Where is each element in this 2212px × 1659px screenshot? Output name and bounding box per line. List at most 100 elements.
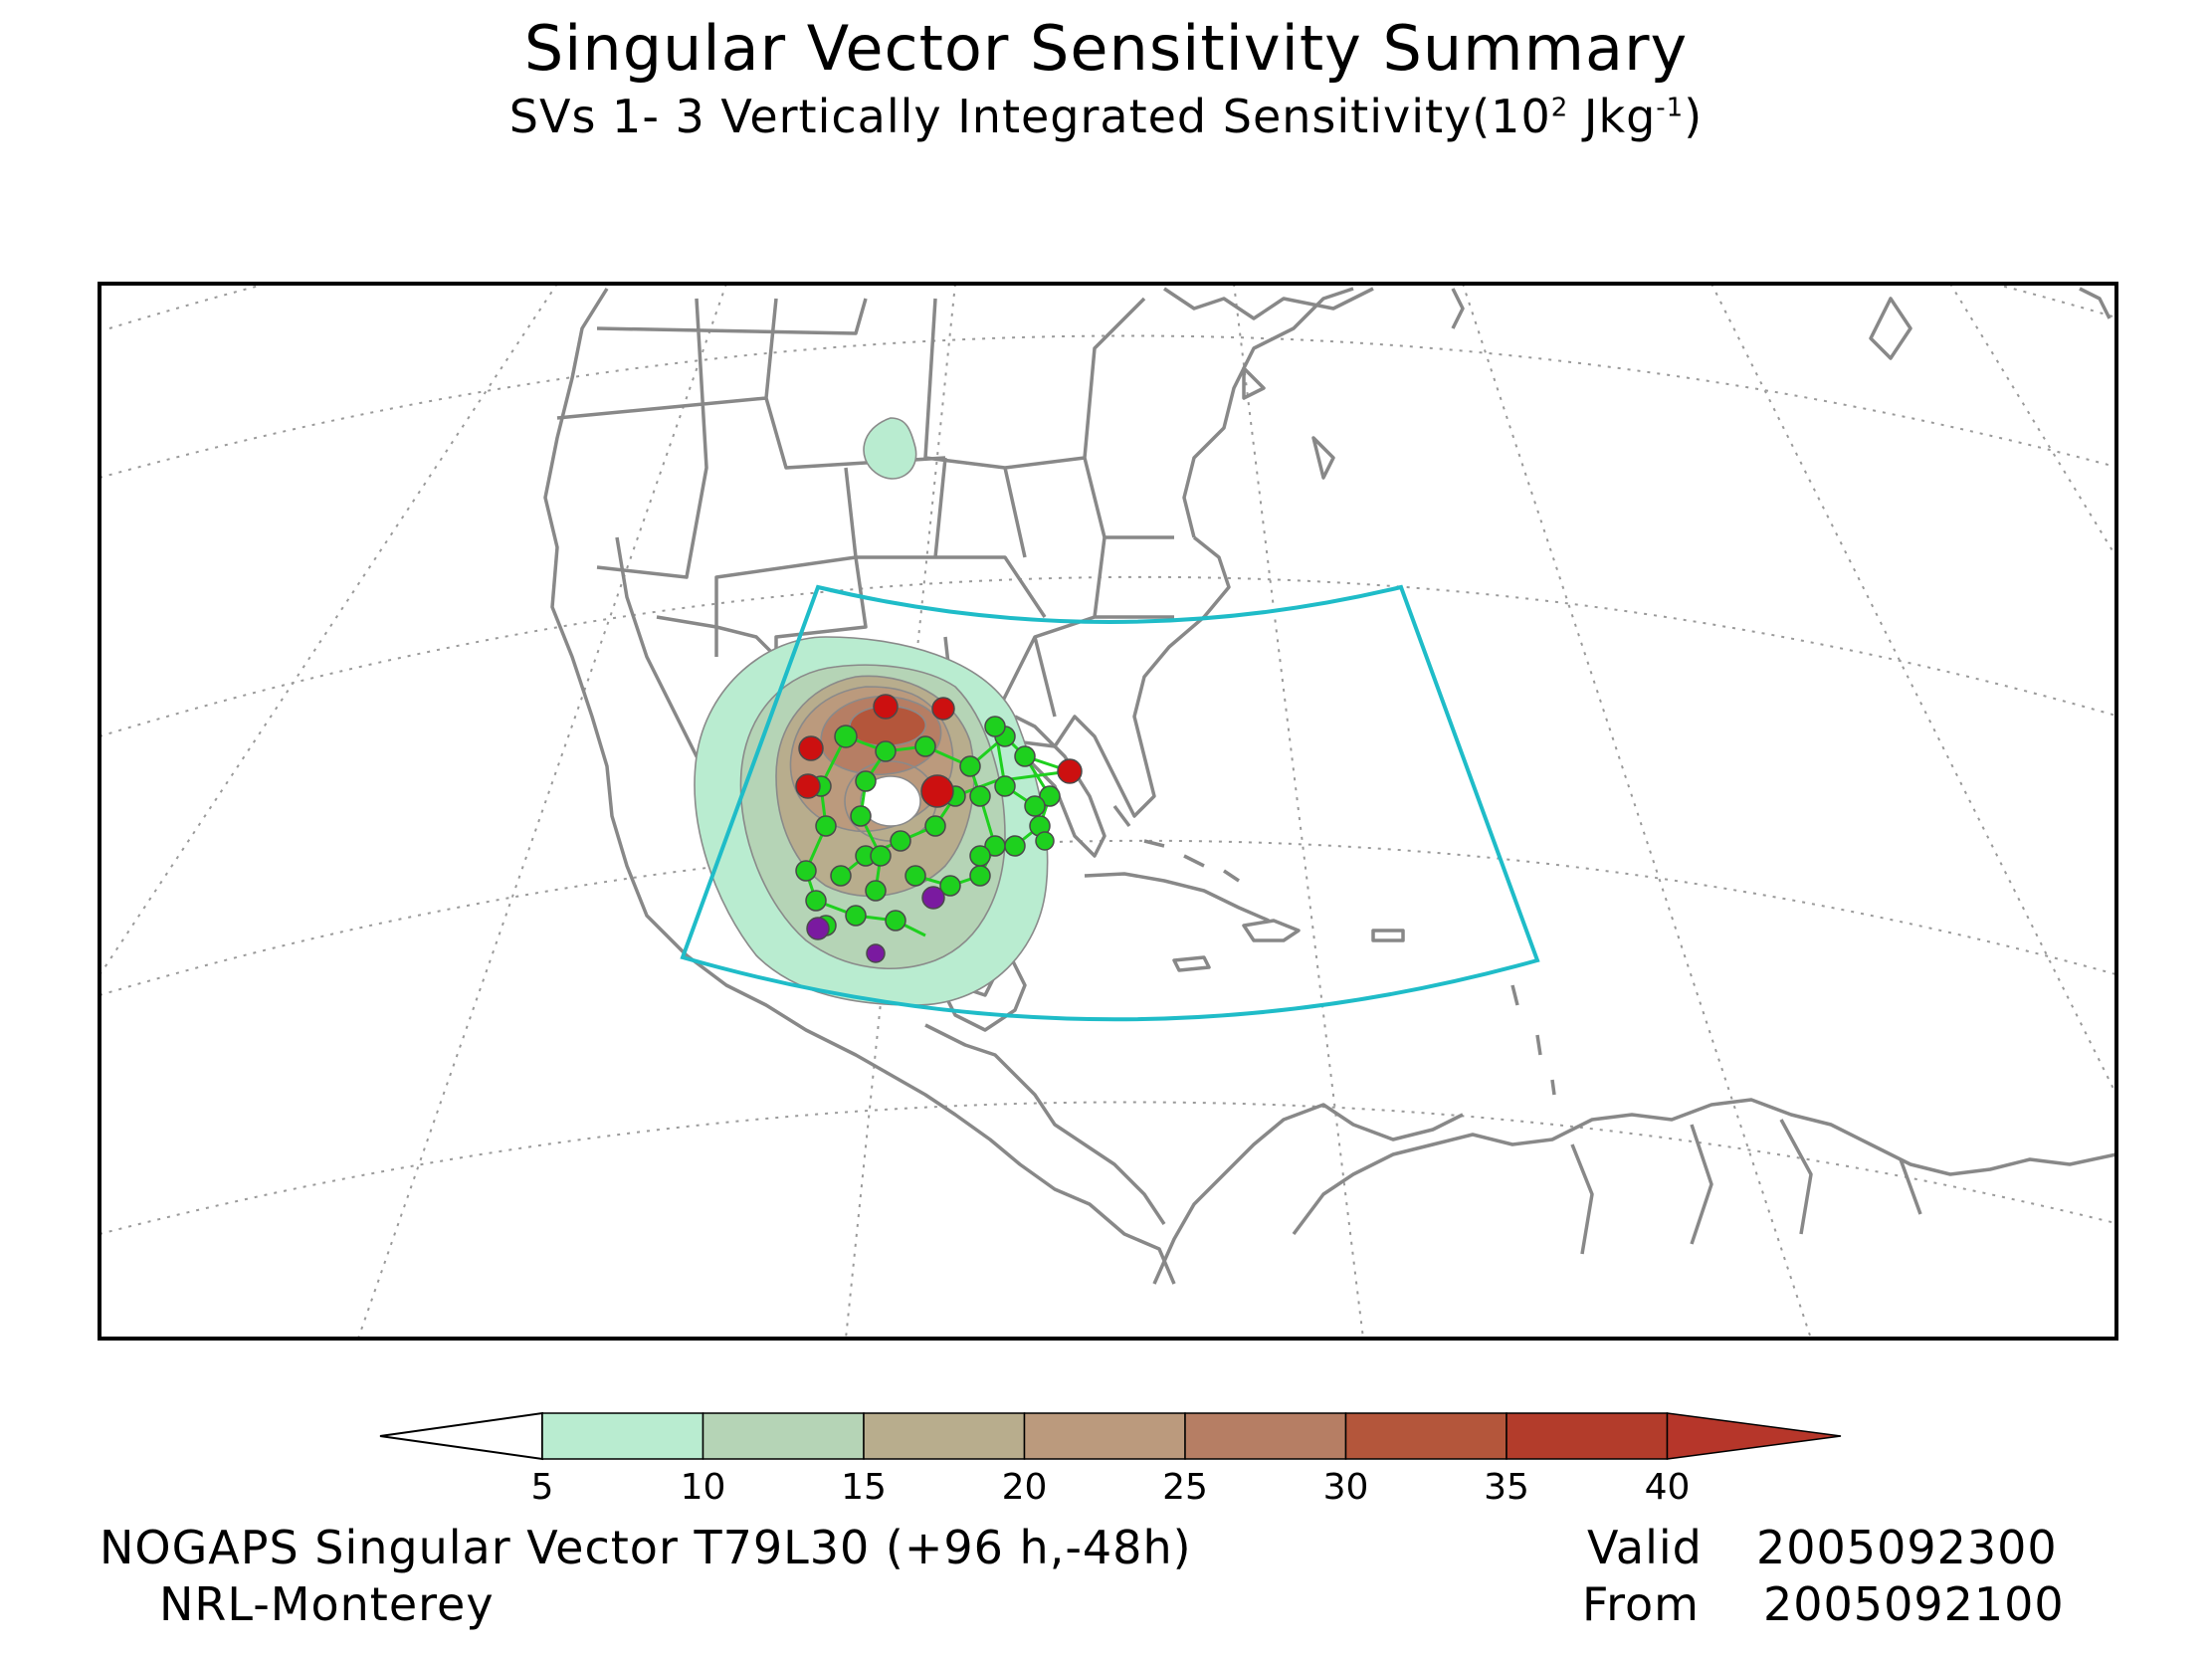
green-sv-marker <box>890 830 911 852</box>
graticule-longitude <box>1462 284 1812 1339</box>
coastline-north-america-west <box>543 288 1176 1285</box>
green-sv-marker <box>865 880 887 902</box>
green-sv-marker <box>969 865 991 887</box>
colorbar-tick-label: 30 <box>1323 1467 1369 1508</box>
green-sv-marker <box>994 775 1016 797</box>
green-sv-marker <box>959 755 981 777</box>
valid-label: Valid <box>1587 1521 1703 1574</box>
red-sv-marker <box>795 773 821 799</box>
red-sv-marker <box>1057 758 1083 784</box>
subtitle-unit: Jkg <box>1568 90 1657 143</box>
green-sv-marker <box>1039 785 1061 807</box>
colorbar-lower-arrow <box>379 1411 543 1461</box>
green-sv-marker <box>969 785 991 807</box>
green-sv-marker <box>875 740 897 762</box>
green-sv-marker <box>1004 835 1026 857</box>
hispaniola <box>1242 919 1301 942</box>
colorbar-tick-label: 35 <box>1484 1467 1529 1508</box>
green-sv-marker <box>885 910 906 932</box>
green-sv-marker <box>834 725 858 748</box>
green-sv-marker <box>1024 795 1046 817</box>
colorbar-tick-label: 15 <box>841 1467 887 1508</box>
purple-sv-marker <box>866 943 886 963</box>
colorbar-segment <box>1023 1412 1186 1460</box>
green-sv-marker <box>855 770 877 792</box>
colorbar-tick-label: 40 <box>1645 1467 1691 1508</box>
green-sv-marker <box>1035 831 1055 851</box>
central-america <box>924 1023 1166 1225</box>
green-sv-marker <box>969 845 991 867</box>
purple-sv-marker <box>806 917 830 940</box>
green-sv-marker <box>870 845 892 867</box>
sv-markers <box>795 694 1083 963</box>
graticule-longitude <box>1710 284 2116 1096</box>
colorbar-segment <box>863 1412 1026 1460</box>
canada-islands <box>1242 288 1912 480</box>
red-sv-marker <box>873 694 899 720</box>
florida <box>994 715 1106 858</box>
graticule-longitude <box>357 284 727 1339</box>
from-label: From <box>1582 1577 1700 1631</box>
figure-title: Singular Vector Sensitivity Summary <box>523 12 1689 85</box>
map-body <box>100 100 2139 1339</box>
colorbar-segment <box>541 1412 704 1460</box>
map-frame <box>98 282 2118 1341</box>
us-state-borders <box>556 297 1174 727</box>
green-sv-marker <box>805 890 827 912</box>
sensitivity-contour-30 <box>849 705 926 747</box>
graticule-latitude <box>100 575 2116 737</box>
colorbar-tick-label: 25 <box>1162 1467 1208 1508</box>
graticule-latitude <box>108 284 2116 329</box>
green-sv-marker <box>795 860 817 882</box>
bahamas <box>1112 804 1240 883</box>
puerto-rico <box>1371 929 1405 942</box>
organization-label: NRL-Monterey <box>159 1577 495 1631</box>
green-sv-marker <box>830 865 852 887</box>
green-sv-marker <box>850 805 872 827</box>
green-sv-marker <box>914 735 936 757</box>
lesser-antilles <box>1510 984 1556 1096</box>
jamaica <box>1172 955 1211 972</box>
target-region-box <box>680 584 1540 1022</box>
coastline-east <box>1182 287 1354 538</box>
graticule-latitude <box>100 839 2116 996</box>
red-sv-marker <box>920 774 954 808</box>
graticule-longitude <box>100 284 558 976</box>
purple-sv-marker <box>921 886 945 910</box>
valid-date: 2005092300 <box>1756 1521 2058 1574</box>
colorbar-upper-arrow <box>1666 1412 1842 1460</box>
graticule-latitude <box>149 100 2139 249</box>
south-america-borders <box>1570 1119 1922 1255</box>
from-date: 2005092100 <box>1763 1577 2065 1631</box>
subtitle-close: ) <box>1684 90 1704 143</box>
green-sv-marker <box>984 716 1006 737</box>
subtitle-text: SVs 1- 3 Vertically Integrated Sensitivi… <box>508 90 1551 143</box>
green-sv-marker <box>924 815 946 837</box>
sensitivity-minimum <box>860 775 921 827</box>
green-sv-marker <box>815 815 837 837</box>
colorbar-segment <box>702 1412 865 1460</box>
model-label: NOGAPS Singular Vector T79L30 (+96 h,-48… <box>100 1521 1192 1574</box>
cuba <box>1084 872 1270 923</box>
green-sv-marker <box>845 905 867 927</box>
green-sv-marker <box>905 865 926 887</box>
figure-subtitle: SVs 1- 3 Vertically Integrated Sensitivi… <box>0 90 2212 143</box>
graticule-longitude <box>1949 284 2116 558</box>
coastline-gulf-east <box>1152 1103 1464 1285</box>
greenland-edge <box>2079 287 2111 319</box>
south-america <box>1292 1098 2116 1236</box>
coastline-northeast <box>1163 287 1374 320</box>
colorbar: 5 10 15 20 25 30 35 40 <box>379 1411 1842 1508</box>
colorbar-segment <box>1506 1412 1669 1460</box>
colorbar-segment <box>1344 1412 1508 1460</box>
colorbar-tick-label: 20 <box>1002 1467 1048 1508</box>
subtitle-exponent: 2 <box>1550 93 1569 123</box>
colorbar-tick-label: 5 <box>531 1467 554 1508</box>
red-sv-marker <box>798 735 824 761</box>
green-sv-marker <box>939 875 961 897</box>
subtitle-unit-exponent: -1 <box>1656 93 1685 123</box>
graticule-latitude <box>100 334 2116 479</box>
colorbar-segment <box>1184 1412 1347 1460</box>
red-sv-marker <box>931 697 955 721</box>
